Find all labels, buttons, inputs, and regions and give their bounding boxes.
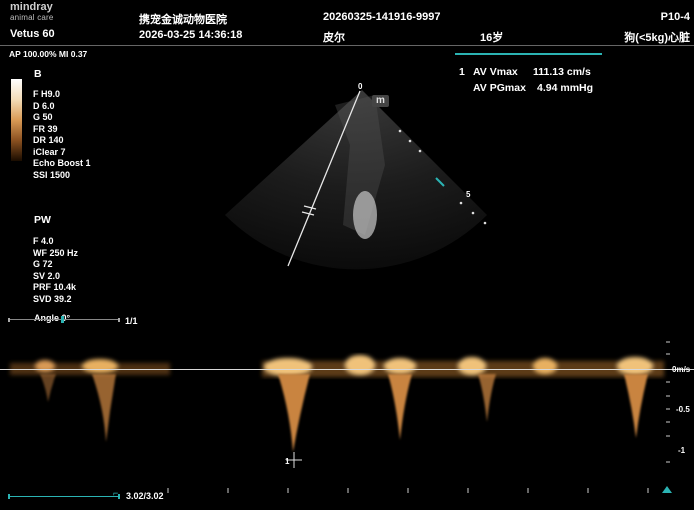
sector-fan (225, 90, 487, 270)
depth-tick (408, 139, 412, 143)
sample-gate-bottom[interactable] (301, 211, 315, 216)
depth-zero-label: 0 (358, 82, 363, 91)
cine-frame-counter: 3.02/3.02 (126, 491, 164, 501)
velocity-minus-one-label: -1 (678, 446, 686, 455)
av-vmax-value: 111.13 cm/s (533, 66, 591, 78)
b-mode-sector-image[interactable] (225, 85, 490, 285)
pw-param-frequency: F 4.0 (33, 236, 54, 246)
b-mode-params: F H9.0 D 6.0 G 50 FR 39 DR 140 iClear 7 … (33, 89, 91, 181)
velocity-zero-label: 0m/s (672, 365, 691, 374)
patient-age: 16岁 (480, 32, 504, 44)
depth-five-label: 5 (466, 190, 471, 199)
depth-tick (398, 129, 402, 133)
pw-mode-label: PW (34, 214, 51, 226)
time-axis (167, 486, 672, 493)
b-param-echo-boost: Echo Boost 1 (33, 158, 91, 168)
patient-name: 皮尔 (323, 32, 345, 44)
mindray-logo: mindray (10, 1, 53, 13)
doppler-cursor-line[interactable] (287, 90, 361, 267)
spectrum-velocity-scale (666, 341, 670, 463)
cine-progress-bar[interactable] (8, 494, 120, 499)
depth-tick (418, 149, 422, 153)
pw-param-prf: PRF 10.4k (33, 282, 77, 292)
depth-tick (459, 201, 463, 205)
pw-param-wall-filter: WF 250 Hz (33, 247, 79, 258)
probe-name: P10-4 (660, 11, 690, 23)
b-param-ssi: SSI 1500 (33, 169, 71, 180)
cine-play-marker[interactable]: ⌐ (113, 488, 119, 498)
sample-gate-top[interactable] (303, 205, 317, 210)
depth-tick (483, 221, 487, 225)
device-model: Vetus 60 (10, 28, 55, 40)
pw-angle-marker[interactable] (61, 316, 64, 323)
b-param-iclear: iClear 7 (33, 146, 66, 157)
caliper-label: 1 (285, 457, 290, 466)
acoustic-power-readout: AP 100.00% MI 0.37 (9, 49, 88, 59)
pw-progress-track (8, 318, 120, 322)
spectrum-baseline-line (0, 369, 694, 370)
b-param-frame-rate: FR 39 (33, 123, 58, 134)
exam-datetime: 2026-03-25 14:36:18 (139, 29, 243, 41)
aortic-flow-echo (353, 191, 377, 239)
depth-tick (471, 211, 475, 215)
orientation-mark-badge: m (372, 95, 389, 107)
mindray-logo-subtitle: animal care (10, 13, 54, 22)
doppler-spectrum[interactable] (0, 322, 694, 490)
velocity-caliper-cursor[interactable] (286, 452, 302, 468)
av-pgmax-label: AV PGmax (473, 82, 526, 94)
measurement-result-box[interactable]: 1 AV Vmax 111.13 cm/s AV PGmax 4.94 mmHg (455, 53, 602, 97)
pw-param-gain: G 72 (33, 259, 53, 269)
pw-angle-readout: Angle 0° (34, 313, 71, 323)
exam-id: 20260325-141916-9997 (323, 11, 441, 23)
b-param-dynamic-range: DR 140 (33, 135, 64, 145)
spectrum-baseline-noise (10, 355, 664, 377)
av-pgmax-value: 4.94 mmHg (537, 82, 594, 94)
focus-marker[interactable] (435, 177, 445, 187)
velocity-minus-half-label: -0.5 (676, 405, 690, 414)
av-vmax-label: AV Vmax (473, 66, 518, 78)
measurement-index: 1 (459, 66, 465, 78)
b-param-depth: D 6.0 (33, 100, 55, 111)
pw-param-sample-volume: SV 2.0 (33, 270, 61, 281)
header-divider (0, 45, 694, 46)
pw-param-svd: SVD 39.2 (33, 293, 72, 304)
pw-page-indicator: 1/1 (125, 316, 138, 326)
exam-preset: 狗(<5kg)心脏 (624, 32, 690, 44)
b-param-gain: G 50 (33, 112, 53, 122)
b-mode-label: B (34, 68, 42, 80)
grayscale-bar (11, 79, 22, 161)
hospital-name: 携宠金诚动物医院 (139, 14, 227, 26)
spectrum-systolic-waveforms (40, 374, 648, 452)
b-param-frequency: F H9.0 (33, 89, 61, 99)
pw-mode-params: F 4.0 WF 250 Hz G 72 SV 2.0 PRF 10.4k SV… (33, 236, 78, 305)
